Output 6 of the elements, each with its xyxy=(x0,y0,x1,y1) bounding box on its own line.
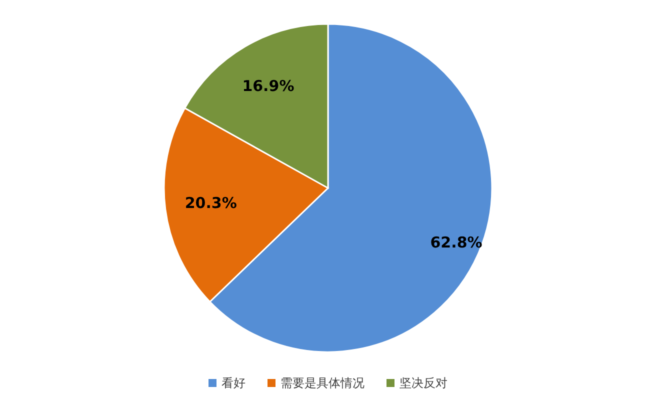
legend-label: 看好 xyxy=(222,376,246,390)
legend-label: 需要是具体情况 xyxy=(280,376,364,390)
data-label: 62.8% xyxy=(430,234,482,252)
legend-label: 坚决反对 xyxy=(400,376,448,390)
data-label: 16.9% xyxy=(242,77,294,96)
data-label: 20.3% xyxy=(184,194,237,212)
